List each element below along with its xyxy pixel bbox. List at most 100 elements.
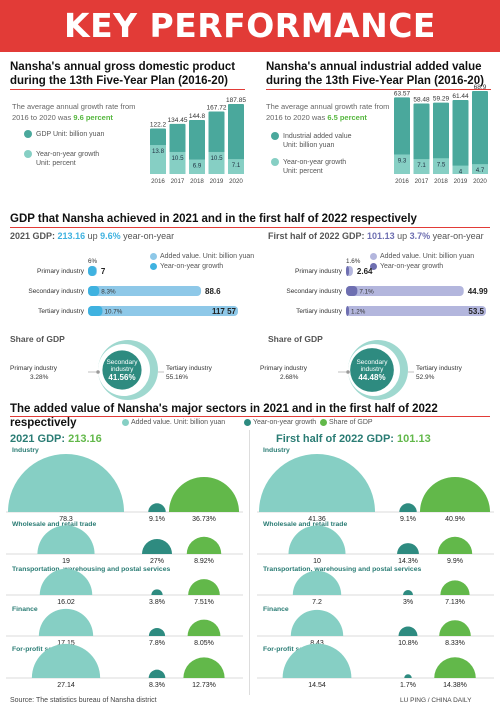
gdp2022-growth: 3.7%: [409, 231, 431, 241]
share-bubble: [187, 619, 221, 636]
growth-bar: [394, 154, 410, 174]
growth-label: 7.8%: [149, 640, 165, 647]
value-label: 61.44: [452, 93, 469, 100]
value-label: 41.36: [308, 516, 326, 523]
growth-bar: [472, 164, 488, 174]
value-bubble: [288, 525, 346, 554]
value-bar: [88, 306, 238, 316]
growth-label: 14.3%: [398, 558, 418, 565]
source-note: Source: The statistics bureau of Nansha …: [10, 697, 157, 704]
column-divider: [249, 430, 250, 695]
growth-label: 4.7: [476, 167, 485, 174]
gdp2022-value: 101.13: [367, 231, 395, 241]
primary-value: 3.28%: [30, 374, 49, 381]
value-label: 63.57: [394, 90, 411, 97]
value-bar: [433, 102, 449, 174]
share-label: 7.51%: [194, 599, 214, 606]
sector-name: Transportation, warehousing and postal s…: [263, 566, 421, 573]
growth-bubble: [403, 590, 413, 595]
growth-bar: [413, 159, 430, 174]
gdp-note-line1: The average annual growth rate from: [12, 102, 136, 111]
growth-label: 7.1%: [359, 289, 374, 296]
legend-swatch: [150, 263, 157, 270]
year-tick-label: 2018: [434, 178, 448, 185]
share-bubble: [439, 620, 471, 636]
share-label: 12.73%: [192, 682, 216, 689]
value-bubble: [290, 609, 344, 636]
growth-label: 7.5: [437, 161, 446, 168]
legend-swatch-light: [24, 150, 32, 158]
s3-legend-value: Added value. Unit: billion yuan: [131, 419, 226, 426]
divider: [10, 89, 245, 90]
growth-label: 1.7%: [400, 682, 416, 689]
growth-label: 9.1%: [149, 516, 165, 523]
growth-label: 6%: [88, 258, 98, 265]
growth-label: 3%: [403, 599, 413, 606]
share-label: 9.9%: [447, 558, 463, 565]
gdp2021-label: 2021 GDP:: [10, 231, 56, 241]
year-tick-label: 2020: [473, 178, 487, 185]
growth-bubble: [398, 626, 418, 636]
gdp2021-value: 213.16: [57, 231, 86, 241]
value-label: 7: [101, 267, 106, 276]
value-label: 27.14: [57, 682, 75, 689]
share-label: 36.73%: [192, 516, 216, 523]
gdp2021-growth: 9.6%: [100, 231, 121, 241]
gdp2021-up: up: [87, 231, 98, 241]
year-tick-label: 2017: [415, 178, 429, 185]
sector-name: Industry: [263, 447, 290, 454]
value-label: 10: [313, 558, 321, 565]
industry-label: Tertiary industry: [296, 308, 343, 315]
share-title-left: Share of GDP: [10, 334, 65, 344]
value-label: 8.43: [310, 640, 324, 647]
gdp2022-suffix: year-on-year: [432, 231, 484, 241]
growth-label: 6.9: [193, 163, 202, 170]
value-bubble: [292, 570, 342, 595]
growth-label: 1.2%: [351, 309, 366, 316]
share-bubble: [169, 477, 239, 512]
growth-bar: [150, 145, 166, 174]
divider: [10, 227, 490, 228]
value-label: 88.6: [205, 287, 221, 296]
year-tick-label: 2019: [210, 178, 224, 185]
value-label: 2.64: [357, 267, 373, 276]
industry-label: Tertiary industry: [38, 308, 85, 315]
legend-swatch: [122, 419, 129, 426]
growth-label: 1.6%: [346, 258, 361, 265]
value-bar: [346, 286, 464, 296]
year-tick-label: 2016: [395, 178, 409, 185]
share-bubble: [440, 580, 470, 595]
share-label: 7.13%: [445, 599, 465, 606]
value-label: 187.85: [226, 97, 246, 104]
industry-label: Primary industry: [37, 268, 85, 275]
iav-legend-value-line1: Industrial added value: [283, 133, 352, 140]
iav-note-highlight: 6.5 percent: [327, 113, 367, 122]
share-label: 8.05%: [194, 640, 214, 647]
right-legend-growth: Year-on-year growth: [380, 263, 444, 270]
tertiary-value: 55.16%: [166, 374, 188, 381]
sector-name: Wholesale and retail trade: [12, 521, 96, 528]
s3-right-title: First half of 2022 GDP: 101.13: [276, 433, 431, 445]
growth-label: 10.8%: [398, 640, 418, 647]
growth-bubble: [148, 503, 166, 512]
iav-note-line1: The average annual growth rate from: [266, 102, 390, 111]
right-legend-value: Added value. Unit: billion yuan: [380, 253, 475, 260]
growth-label: 3.8%: [149, 599, 165, 606]
share-bubble: [188, 579, 220, 595]
growth-bar: [189, 159, 205, 174]
iav-note-line2: 2016 to 2020 was: [266, 113, 326, 122]
s3-left-title: 2021 GDP: 213.16: [10, 433, 102, 445]
sector-name: Transportation, warehousing and postal s…: [12, 566, 170, 573]
year-tick-label: 2019: [454, 178, 468, 185]
value-bar: [472, 91, 488, 174]
value-bar: [346, 306, 486, 316]
gdp-legend-value: GDP Unit: billion yuan: [36, 131, 105, 138]
sector-name: Industry: [12, 447, 39, 454]
growth-label: 10.7%: [104, 309, 122, 316]
secondary-label: Secondary: [106, 359, 138, 366]
primary-share-dot: [96, 370, 100, 374]
primary-label: Primary industry: [10, 365, 58, 372]
